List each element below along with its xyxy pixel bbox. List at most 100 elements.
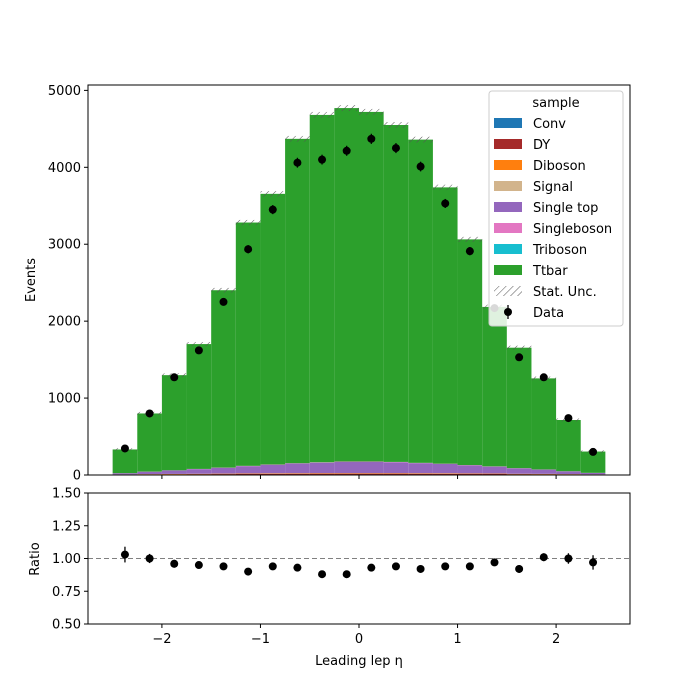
legend-label-dy: DY: [533, 138, 550, 153]
data-point: [342, 146, 351, 155]
stat-unc-band: [260, 191, 286, 197]
data-point: [441, 199, 450, 208]
bar-single-top: [432, 464, 458, 474]
ratio-point: [342, 570, 351, 579]
legend-frame: [488, 90, 624, 327]
ratio-point: [145, 554, 154, 563]
legend-label-ttbar: Ttbar: [532, 264, 568, 279]
ratio-point: [318, 570, 327, 579]
legend-swatch-singleboson: [494, 223, 522, 233]
stat-unc-band: [408, 136, 433, 143]
bar-ttbar: [309, 114, 335, 463]
data-point: [120, 444, 129, 453]
bar-dy: [432, 473, 458, 475]
legend-swatch-diboson: [494, 160, 522, 170]
axis-ticks: −2 −1 0 1 2 0 1000 2000 3000 4000 5000 0.50 0.75 1.00…: [48, 84, 560, 647]
ratio-point: [539, 553, 548, 562]
bar-ttbar: [137, 413, 162, 472]
stat-unc-band: [186, 342, 212, 347]
data-point: [194, 346, 203, 355]
bar-ttbar: [457, 239, 483, 466]
y-tick-label: 3000: [48, 238, 81, 253]
ratio-y-tick-label: 1.50: [52, 487, 81, 502]
legend-label-stat-unc: Stat. Unc.: [533, 285, 597, 300]
legend-label-data: Data: [533, 306, 564, 321]
ratio-point: [367, 563, 376, 572]
data-point: [293, 158, 302, 167]
y-axis-label: Events: [24, 258, 39, 302]
bar-ttbar: [482, 306, 507, 467]
bar-single-top: [186, 469, 212, 474]
bar-single-top: [556, 471, 581, 475]
ratio-y-tick-label: 1.25: [52, 519, 81, 534]
legend-swatch-conv: [494, 118, 522, 128]
ratio-point: [120, 550, 129, 559]
legend-swatch-stat-unc: [494, 286, 522, 296]
bar-single-top: [334, 461, 359, 474]
bar-ttbar: [432, 187, 458, 464]
data-point: [416, 162, 425, 171]
bar-ttbar: [260, 193, 286, 465]
ratio-point: [391, 562, 400, 571]
x-tick-label: 1: [453, 632, 461, 647]
stat-unc-band: [334, 105, 359, 112]
bar-dy: [506, 474, 532, 475]
bar-single-top: [383, 462, 409, 474]
bar-ttbar: [580, 451, 606, 473]
ratio-point: [170, 559, 179, 568]
y-tick-label: 2000: [48, 315, 81, 330]
legend-label-conv: Conv: [533, 117, 566, 132]
bar-single-top: [506, 468, 532, 474]
bar-single-top: [112, 473, 138, 475]
bar-dy: [383, 473, 409, 475]
bar-single-top: [260, 464, 286, 474]
x-tick-label: 0: [355, 632, 363, 647]
legend-label-singleboson: Singleboson: [533, 222, 612, 237]
data-point: [465, 247, 474, 256]
bar-single-top: [457, 465, 483, 474]
legend-label-single-top: Single top: [533, 201, 598, 216]
stat-unc-band: [285, 135, 310, 142]
ratio-point: [416, 564, 425, 573]
bar-ttbar: [285, 138, 310, 464]
bar-dy: [482, 474, 507, 475]
data-point: [515, 353, 524, 362]
y-tick-label: 4000: [48, 161, 81, 176]
bar-ttbar: [506, 347, 532, 469]
bar-ttbar: [186, 344, 212, 469]
ratio-point: [441, 562, 450, 571]
legend-swatch-triboson: [494, 244, 522, 254]
bar-single-top: [309, 462, 335, 474]
bar-dy: [186, 474, 212, 475]
ratio-y-tick-label: 1.00: [52, 552, 81, 567]
bar-dy: [260, 473, 286, 475]
bar-dy: [211, 474, 236, 475]
bar-single-top: [531, 469, 557, 474]
bar-ttbar: [359, 111, 384, 462]
stat-unc-band: [383, 122, 409, 128]
bar-single-top: [580, 472, 606, 475]
y-tick-label: 0: [73, 469, 81, 484]
ratio-y-tick-label: 0.50: [52, 618, 81, 633]
data-point: [219, 297, 228, 306]
ratio-point: [194, 561, 203, 570]
legend-swatch-dy: [494, 139, 522, 149]
bar-single-top: [161, 470, 187, 474]
bar-single-top: [211, 467, 236, 474]
data-point: [170, 373, 179, 382]
data-point: [539, 373, 548, 382]
bar-single-top: [235, 466, 261, 474]
ratio-point: [465, 562, 474, 571]
data-point: [268, 205, 277, 214]
bar-ttbar: [556, 420, 581, 472]
legend-label-signal: Signal: [533, 180, 573, 195]
data-point: [145, 409, 154, 418]
x-axis-label: Leading lep η: [315, 654, 403, 669]
data-point: [589, 447, 598, 456]
main-plot-area: [112, 105, 606, 475]
bar-ttbar: [383, 125, 409, 462]
data-point: [244, 245, 253, 254]
bar-dy: [408, 473, 433, 475]
bar-ttbar: [334, 108, 359, 462]
